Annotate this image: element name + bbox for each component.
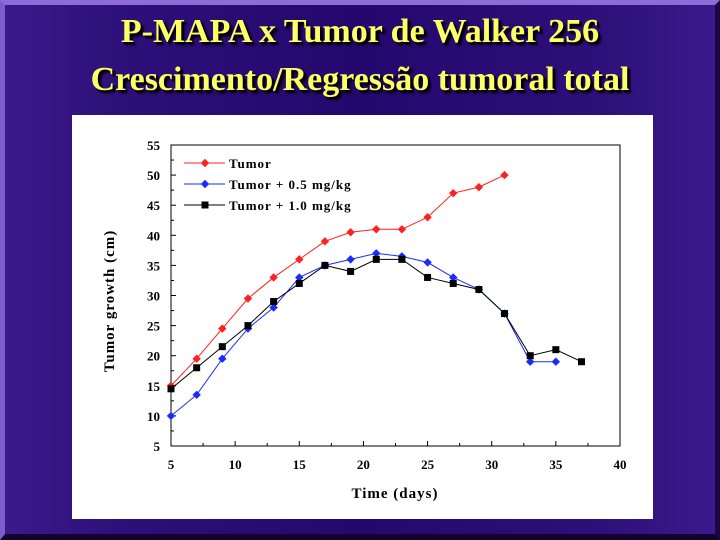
data-point: [269, 303, 278, 312]
x-tick-label: 30: [485, 457, 498, 472]
data-point: [218, 354, 227, 363]
y-axis: 5 10 15 20 25 30 35 40 45 50 55: [147, 138, 176, 454]
y-tick-label: 20: [147, 349, 160, 364]
data-point: [295, 273, 304, 282]
y-tick-label: 5: [154, 439, 161, 454]
legend-item: Tumor: [184, 156, 272, 171]
data-point: [552, 346, 560, 354]
data-point: [423, 258, 432, 267]
chart-panel: 5 10 15 20 25 30 35 40 5 10 15 20 25 30 35 40 45 50 55 Tu…: [72, 115, 653, 519]
y-axis-label: Tumor growth (cm): [102, 230, 118, 373]
x-tick-label: 20: [357, 457, 370, 472]
data-point: [320, 237, 330, 246]
legend: Tumor Tumor + 0.5 mg/kg Tumor + 1.0 mg/kg: [184, 156, 352, 213]
data-point: [423, 213, 432, 222]
y-tick-label: 50: [147, 168, 160, 183]
data-point: [501, 310, 509, 318]
y-tick-label: 35: [147, 258, 161, 273]
data-point: [397, 225, 407, 234]
data-point: [372, 255, 380, 263]
data-point: [474, 182, 484, 192]
legend-label: Tumor + 0.5 mg/kg: [229, 177, 352, 192]
data-point: [449, 188, 458, 198]
data-point: [398, 255, 406, 263]
x-tick-label: 5: [168, 457, 175, 472]
legend-item: Tumor + 0.5 mg/kg: [184, 177, 352, 192]
y-tick-label: 55: [147, 138, 161, 153]
series-line: [170, 174, 505, 387]
x-axis-label: Time (days): [352, 486, 439, 502]
data-point: [424, 273, 432, 281]
data-point: [218, 343, 226, 351]
data-point: [551, 357, 561, 366]
y-tick-label: 30: [147, 289, 160, 304]
slide-title-line2: Crescimento/Regressão tumoral total: [90, 61, 630, 98]
x-tick-label: 15: [293, 457, 307, 472]
data-point: [167, 385, 175, 393]
data-point: [244, 322, 252, 330]
y-tick-label: 45: [147, 198, 161, 213]
line-chart: 5 10 15 20 25 30 35 40 5 10 15 20 25 30 35 40 45 50 55 Tu…: [102, 138, 627, 502]
x-tick-label: 40: [614, 457, 627, 472]
legend-swatch-marker: [200, 158, 210, 168]
x-tick-label: 35: [549, 457, 563, 472]
data-point: [372, 249, 381, 258]
data-point: [243, 294, 253, 303]
y-tick-label: 10: [147, 409, 160, 424]
legend-swatch-marker: [200, 179, 210, 189]
data-point: [475, 285, 483, 293]
legend-item: Tumor + 1.0 mg/kg: [184, 198, 352, 213]
data-point: [295, 255, 304, 264]
x-axis: 5 10 15 20 25 30 35 40: [168, 441, 627, 472]
data-point: [270, 298, 278, 306]
data-point: [449, 279, 457, 287]
data-point: [192, 354, 201, 363]
x-tick-label: 25: [421, 457, 435, 472]
data-point: [526, 352, 534, 360]
series-layer: [166, 170, 586, 421]
y-tick-label: 25: [147, 319, 161, 334]
data-point: [295, 279, 303, 287]
series-line: [170, 252, 556, 417]
legend-label: Tumor: [229, 156, 272, 171]
x-tick-label: 10: [229, 457, 242, 472]
data-point: [192, 390, 201, 400]
data-point: [500, 170, 509, 180]
legend-swatch-marker: [201, 201, 209, 209]
series-3: [167, 255, 586, 393]
legend-label: Tumor + 1.0 mg/kg: [229, 198, 352, 213]
data-point: [321, 261, 329, 269]
slide-title-line1: P-MAPA x Tumor de Walker 256: [120, 13, 600, 50]
data-point: [449, 273, 458, 282]
data-point: [218, 324, 227, 333]
series-line: [170, 258, 582, 390]
data-point: [346, 255, 355, 264]
data-point: [346, 228, 355, 237]
data-point: [578, 358, 586, 366]
data-point: [193, 364, 201, 372]
data-point: [347, 267, 355, 275]
y-tick-label: 15: [147, 379, 161, 394]
y-tick-label: 40: [147, 228, 160, 243]
series-2: [166, 249, 561, 421]
data-point: [372, 225, 381, 234]
